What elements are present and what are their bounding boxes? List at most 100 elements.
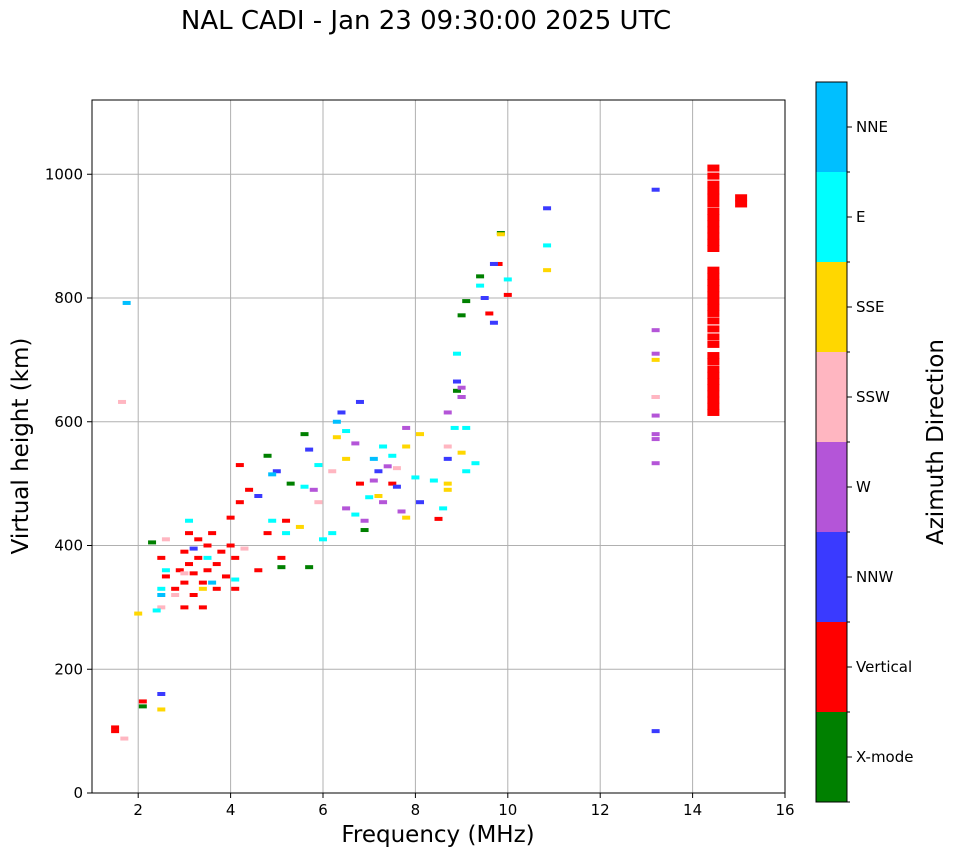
echo-point — [651, 432, 660, 437]
echo-point — [231, 577, 240, 582]
echo-point — [707, 402, 720, 410]
echo-point — [300, 432, 309, 437]
echo-point — [111, 725, 120, 730]
echo-point — [457, 313, 466, 318]
echo-point — [369, 456, 378, 461]
colorbar-tick-label: SSE — [856, 298, 885, 316]
echo-point — [185, 562, 194, 567]
echo-point — [328, 469, 337, 474]
echo-point — [707, 266, 720, 274]
echo-point — [443, 487, 452, 492]
echo-point — [651, 351, 660, 356]
echo-point — [707, 164, 720, 172]
x-tick-label: 12 — [591, 801, 610, 819]
colorbar-tick-label: Vertical — [856, 658, 912, 676]
echo-point — [332, 419, 341, 424]
colorbar-frame — [815, 81, 848, 803]
echo-point — [157, 586, 166, 591]
echo-point — [452, 351, 461, 356]
echo-point — [161, 568, 170, 573]
echo-point — [416, 500, 425, 505]
echo-point — [328, 531, 337, 536]
echo-point — [203, 543, 212, 548]
series-nne — [122, 300, 378, 597]
echo-point — [217, 549, 226, 554]
echo-point — [342, 456, 351, 461]
echo-point — [707, 358, 720, 366]
echo-point — [489, 320, 498, 325]
echo-point — [263, 453, 272, 458]
echo-point — [707, 200, 720, 208]
series-x-mode — [138, 231, 505, 709]
echo-point — [221, 574, 230, 579]
echo-point — [337, 410, 346, 415]
echo-point — [379, 500, 388, 505]
echo-point — [651, 395, 660, 399]
echo-point — [707, 325, 720, 333]
colorbar-segment — [816, 82, 847, 172]
echo-point — [355, 399, 364, 404]
echo-point — [379, 444, 388, 449]
echo-point — [735, 200, 748, 208]
echo-point — [175, 568, 184, 573]
echo-point — [429, 478, 438, 483]
echo-point — [268, 472, 277, 477]
colorbar-segment — [816, 352, 847, 442]
echo-point — [194, 537, 203, 542]
echo-point — [342, 506, 351, 511]
echo-point — [351, 512, 360, 517]
echo-point — [171, 593, 180, 597]
echo-point — [707, 226, 720, 234]
echo-point — [286, 481, 295, 486]
echo-point — [392, 484, 401, 489]
x-tick-label: 2 — [133, 801, 143, 819]
x-tick-label: 4 — [226, 801, 236, 819]
echo-point — [543, 243, 552, 248]
echo-point — [111, 729, 120, 734]
echo-point — [707, 384, 720, 392]
echo-point — [226, 543, 235, 548]
echo-point — [263, 531, 272, 536]
echo-point — [194, 555, 203, 560]
echo-point — [240, 546, 249, 551]
x-axis-ticks: 2 4 6 8 10 12 14 16 — [133, 793, 795, 819]
echo-point — [180, 571, 189, 576]
echo-point — [503, 277, 512, 282]
echo-point — [707, 371, 720, 379]
echo-point — [707, 309, 720, 317]
echo-point — [171, 586, 180, 591]
echo-point — [189, 593, 198, 597]
echo-point — [651, 187, 660, 192]
echo-point — [198, 580, 207, 585]
series-ssw — [118, 395, 660, 741]
echo-point — [212, 562, 221, 567]
colorbar-tick-label: X-mode — [856, 748, 913, 766]
echo-point — [496, 232, 505, 237]
echo-point — [198, 605, 207, 610]
echo-point — [189, 546, 198, 551]
colorbar-segment — [816, 712, 847, 802]
echo-point — [707, 297, 720, 305]
echo-point — [392, 466, 401, 471]
echo-point — [342, 429, 351, 434]
echo-point — [402, 515, 411, 520]
echo-point — [305, 447, 314, 452]
echo-point — [416, 432, 425, 437]
echo-point — [212, 586, 221, 591]
echo-point — [402, 444, 411, 449]
x-tick-label: 8 — [411, 801, 421, 819]
plot-frame — [91, 99, 786, 794]
echo-point — [180, 580, 189, 585]
echo-point — [332, 435, 341, 440]
echo-point — [189, 571, 198, 576]
echo-point — [439, 506, 448, 511]
y-tick-label: 400 — [54, 537, 83, 555]
series-vertical — [111, 164, 748, 734]
echo-point — [402, 425, 411, 430]
echo-point — [735, 194, 748, 202]
y-tick-label: 200 — [54, 660, 83, 678]
echo-point — [443, 444, 452, 449]
colorbar-segment — [816, 262, 847, 352]
echo-point — [707, 390, 720, 398]
echo-point — [707, 352, 720, 360]
